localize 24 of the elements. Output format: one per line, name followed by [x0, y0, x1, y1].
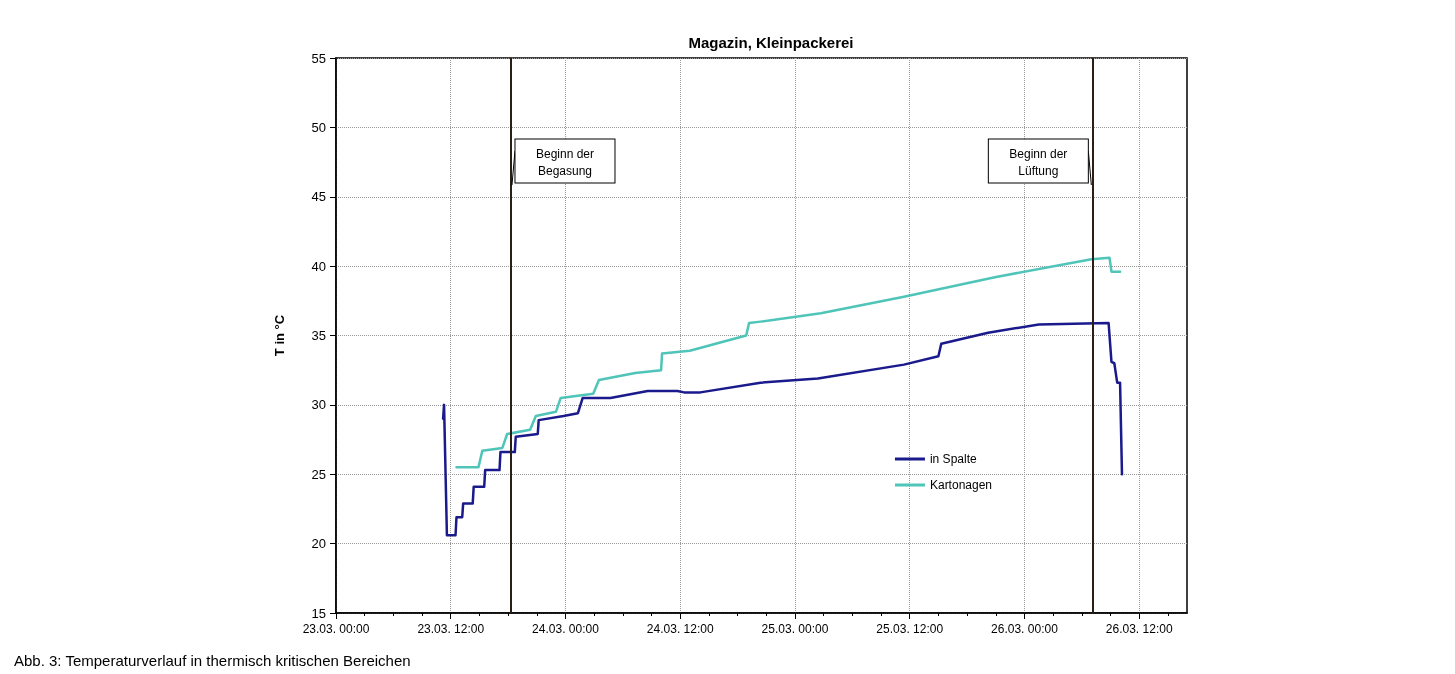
- y-axis-title: T in °C: [272, 314, 287, 357]
- x-tick-label: 24.03. 00:00: [532, 622, 600, 636]
- y-tick-label: 15: [311, 605, 326, 621]
- x-tick-label: 23.03. 00:00: [302, 622, 370, 636]
- y-tick-label: 25: [311, 466, 326, 482]
- y-tick-label: 20: [311, 536, 326, 552]
- y-tick-label: 35: [311, 328, 326, 343]
- y-tick-label: 45: [311, 189, 326, 205]
- x-tick-label: 26.03. 12:00: [1105, 622, 1173, 636]
- caption: Abb. 3: Temperaturverlauf in thermisch kritischen Bereichen: [14, 652, 411, 669]
- y-tick-label: 40: [311, 258, 326, 274]
- ref-line-label: Beginn der Begasung: [535, 147, 594, 178]
- chart-title: Magazin, Kleinpackerei: [688, 34, 854, 51]
- ref-line-label: Beginn der Lüftung: [1009, 147, 1068, 178]
- y-tick-label: 50: [311, 119, 326, 135]
- x-tick-label: 23.03. 12:00: [417, 622, 485, 636]
- y-tick-label: 55: [311, 50, 326, 66]
- x-tick-label: 24.03. 12:00: [646, 622, 714, 636]
- legend-label: Kartonagen: [929, 478, 993, 492]
- x-tick-label: 26.03. 00:00: [991, 622, 1059, 636]
- y-tick-label: 30: [311, 397, 326, 413]
- x-tick-label: 25.03. 00:00: [761, 622, 829, 636]
- legend-label: in Spalte: [929, 452, 977, 466]
- x-tick-label: 25.03. 12:00: [876, 622, 944, 636]
